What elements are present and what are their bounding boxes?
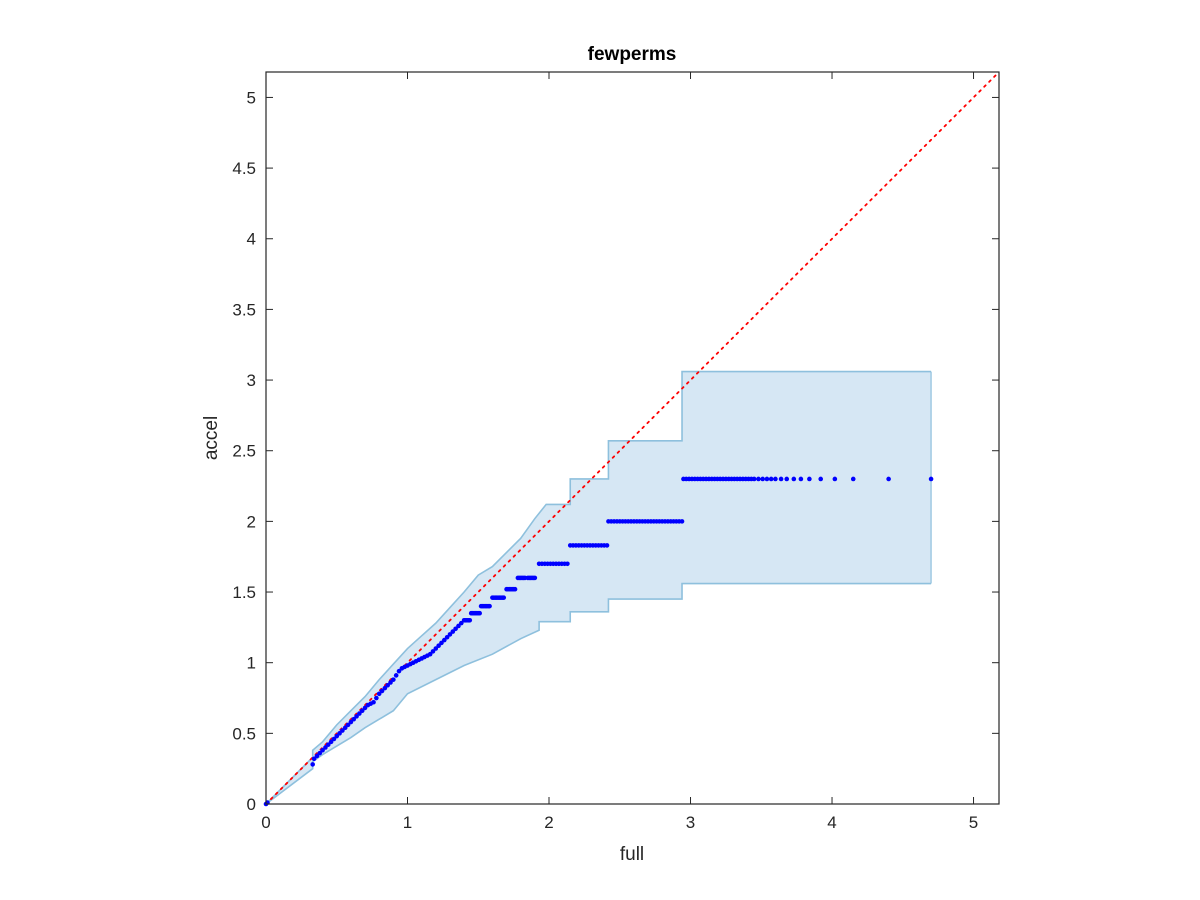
data-point: [374, 695, 379, 701]
y-tick-label: 1: [247, 654, 256, 673]
data-point: [751, 476, 757, 482]
x-tick-label: 5: [969, 813, 978, 832]
data-point: [342, 725, 348, 730]
x-tick-label: 0: [261, 813, 270, 832]
data-point: [773, 476, 778, 482]
data-point: [379, 688, 385, 694]
data-point: [331, 736, 337, 742]
data-point: [487, 603, 492, 609]
data-point: [433, 646, 439, 651]
y-tick-label: 1.5: [232, 583, 256, 602]
data-point: [351, 716, 357, 722]
data-point: [371, 699, 376, 705]
data-point: [337, 731, 342, 736]
data-point: [340, 728, 345, 733]
data-point: [320, 748, 325, 753]
x-tick-label: 3: [686, 813, 695, 832]
y-axis-ticks: 0 0.5 1 1.5 2 2.5 3 3.5 4 4.5 5: [232, 88, 999, 814]
data-point: [818, 476, 824, 482]
data-point: [328, 739, 334, 745]
data-point: [441, 637, 447, 643]
data-point: [310, 762, 315, 767]
data-point: [450, 629, 456, 634]
x-tick-label: 1: [403, 813, 412, 832]
band-upper-edge: [265, 370, 932, 805]
data-point: [396, 668, 402, 674]
data-point: [447, 632, 453, 637]
x-axis-ticks: 0 1 2 3 4 5: [261, 72, 978, 832]
x-tick-label: 4: [827, 813, 836, 832]
chart-title: fewperms: [588, 44, 677, 65]
data-points: [263, 476, 934, 807]
x-axis-label: full: [620, 844, 644, 865]
data-point: [348, 719, 354, 725]
data-point: [391, 677, 396, 682]
y-tick-label: 4.5: [232, 159, 256, 178]
data-point: [784, 476, 790, 482]
data-point: [501, 595, 507, 600]
data-point: [323, 745, 328, 750]
data-point: [456, 623, 461, 629]
x-tick-label: 2: [544, 813, 553, 832]
data-point: [314, 753, 320, 759]
data-point: [453, 626, 458, 632]
data-point: [778, 476, 784, 482]
data-point: [928, 476, 934, 482]
y-tick-label: 4: [247, 230, 256, 249]
data-point: [832, 476, 838, 482]
data-point: [436, 643, 441, 649]
data-point: [565, 561, 570, 567]
y-axis-label: accel: [201, 416, 222, 460]
data-point: [798, 476, 804, 482]
y-tick-label: 3: [247, 371, 256, 390]
data-point: [467, 617, 473, 623]
identity-line: [265, 71, 1000, 805]
data-point: [376, 691, 382, 697]
data-point: [325, 742, 331, 747]
y-tick-label: 0: [247, 795, 256, 814]
data-point: [393, 673, 399, 678]
data-point: [427, 651, 433, 657]
data-point: [886, 476, 891, 482]
data-point: [604, 543, 610, 548]
y-tick-label: 2: [247, 512, 256, 531]
identity-reference-line: [265, 71, 1000, 805]
y-tick-label: 0.5: [232, 724, 256, 743]
data-point: [444, 634, 450, 640]
data-point: [764, 476, 770, 482]
data-point: [439, 640, 444, 646]
data-point: [382, 685, 388, 691]
data-point: [357, 711, 362, 716]
data-point: [791, 476, 797, 482]
data-point: [317, 750, 323, 756]
data-point: [388, 680, 393, 685]
data-point: [768, 476, 774, 482]
data-point: [512, 586, 518, 592]
data-point: [334, 733, 340, 739]
y-tick-label: 3.5: [232, 300, 256, 319]
y-tick-label: 2.5: [232, 442, 256, 461]
band-lower-edge: [265, 582, 932, 805]
data-point: [679, 519, 685, 524]
y-tick-label: 5: [247, 88, 256, 107]
data-point: [345, 722, 351, 728]
data-point: [807, 476, 812, 482]
data-point: [477, 610, 482, 616]
data-point: [756, 476, 761, 482]
data-point: [430, 649, 436, 654]
plot-frame: [265, 71, 1000, 805]
data-point: [311, 756, 317, 762]
data-point: [359, 708, 365, 714]
data-point: [354, 714, 359, 719]
data-point: [362, 705, 368, 711]
data-point: [760, 476, 765, 482]
data-point: [458, 620, 464, 626]
data-point: [850, 476, 856, 482]
data-point: [532, 575, 538, 581]
data-point: [385, 682, 390, 688]
